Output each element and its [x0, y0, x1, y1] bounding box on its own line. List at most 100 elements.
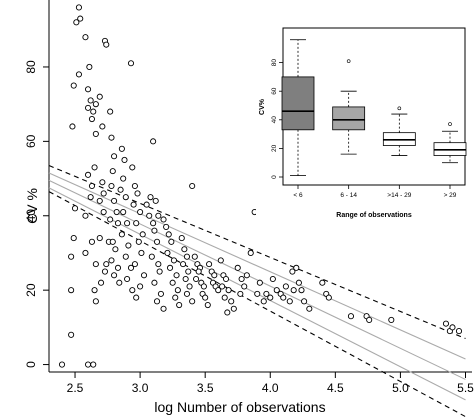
data-point — [84, 361, 92, 368]
data-point — [146, 212, 153, 219]
data-point — [100, 208, 107, 216]
data-point — [221, 294, 228, 301]
data-point — [120, 175, 127, 182]
data-point — [117, 186, 124, 193]
data-point — [217, 257, 224, 264]
inset-y-tick-label: 40 — [271, 116, 278, 124]
data-point — [174, 287, 181, 294]
data-point — [183, 253, 191, 260]
data-point — [129, 287, 136, 294]
data-point — [160, 305, 167, 312]
data-point — [319, 279, 326, 286]
data-point — [137, 208, 144, 216]
data-point — [263, 290, 270, 297]
box-outlier — [448, 122, 452, 126]
data-point — [215, 287, 222, 294]
data-point — [92, 101, 99, 108]
data-point — [84, 171, 92, 178]
y-tick-label: 0 — [24, 361, 38, 368]
data-point — [122, 194, 129, 201]
data-point — [295, 279, 302, 286]
data-point — [143, 201, 150, 208]
data-point — [116, 279, 123, 286]
data-point — [101, 268, 109, 275]
data-point — [189, 182, 196, 190]
data-point — [96, 93, 103, 100]
data-point — [173, 272, 180, 279]
data-point — [193, 275, 200, 283]
inset-x-tick-label: < 6 — [293, 192, 303, 199]
data-point — [127, 264, 135, 271]
data-point — [160, 216, 167, 223]
data-point — [286, 298, 293, 305]
data-point — [200, 283, 207, 290]
data-point — [73, 19, 80, 26]
data-point — [108, 257, 115, 264]
data-point — [109, 168, 116, 175]
data-point — [90, 108, 97, 115]
data-point — [449, 324, 456, 331]
inset-x-tick-label: >14 - 29 — [387, 192, 411, 199]
data-point — [186, 283, 193, 290]
data-point — [69, 123, 76, 130]
data-point — [96, 197, 103, 204]
data-point — [243, 272, 250, 279]
regression-line-grey-upper — [48, 172, 466, 360]
data-point — [124, 275, 131, 283]
data-point — [442, 320, 450, 327]
data-point — [267, 294, 274, 301]
data-point — [228, 298, 235, 305]
data-point — [99, 123, 106, 130]
data-point — [82, 212, 89, 219]
data-point — [237, 290, 244, 297]
data-point — [230, 305, 237, 312]
data-point — [273, 287, 280, 294]
data-point — [133, 294, 140, 301]
data-point — [222, 275, 230, 283]
data-point — [153, 238, 161, 245]
data-point — [71, 205, 79, 212]
data-point — [280, 294, 287, 301]
data-point — [122, 253, 129, 260]
data-point — [204, 301, 211, 309]
data-point — [113, 208, 120, 216]
data-point — [211, 272, 218, 279]
data-point — [70, 235, 77, 242]
data-point — [169, 279, 176, 286]
data-point — [100, 190, 107, 197]
main-scatter-chart: 2.5 3.0 3.5 4.0 4.5 5.0 5.5 0 20 40 60 80 log Numb… — [24, 0, 474, 417]
data-point — [164, 249, 171, 257]
data-point — [68, 287, 75, 294]
data-point — [347, 313, 355, 320]
data-point — [124, 220, 131, 227]
data-point — [366, 316, 373, 323]
data-point — [163, 223, 170, 230]
data-point — [168, 238, 175, 245]
data-point — [170, 257, 177, 264]
data-point — [107, 108, 114, 115]
data-point — [147, 194, 154, 201]
data-point — [156, 268, 163, 275]
data-point — [269, 275, 276, 283]
data-point — [148, 253, 155, 260]
data-point — [195, 268, 202, 275]
data-point — [176, 301, 183, 309]
y-tick-label: 80 — [24, 60, 38, 74]
data-point — [111, 153, 118, 160]
data-point — [172, 294, 179, 301]
x-tick-label: 3.5 — [197, 381, 214, 395]
data-point — [68, 253, 75, 260]
data-point — [137, 283, 144, 290]
data-point — [138, 249, 145, 257]
data-point — [87, 194, 94, 201]
data-point — [247, 249, 254, 257]
data-point — [108, 134, 115, 141]
box-outlier — [346, 59, 351, 63]
data-point — [107, 216, 114, 223]
data-point — [155, 212, 162, 219]
data-point — [153, 298, 161, 305]
data-point — [152, 197, 159, 204]
data-point — [88, 115, 96, 123]
data-point — [103, 41, 110, 48]
